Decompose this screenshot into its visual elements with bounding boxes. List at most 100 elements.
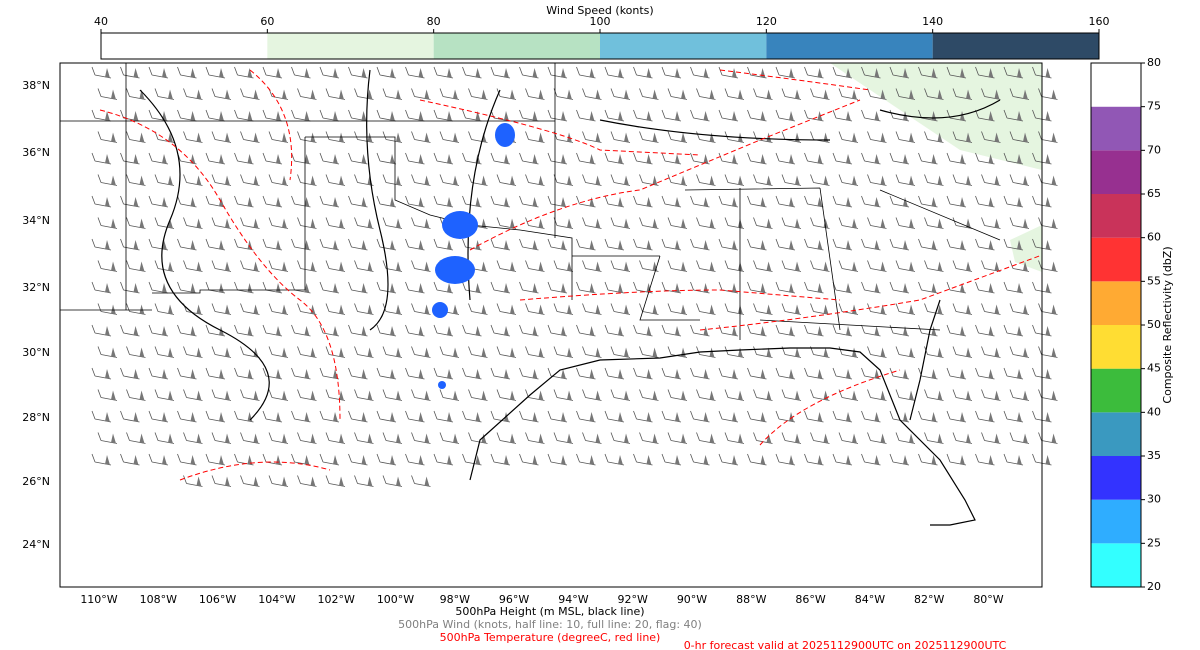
wind-flag	[475, 111, 481, 121]
lon-labels: 110°W 108°W 106°W 104°W 102°W 100°W 98°W 96°W 94…	[80, 593, 1003, 606]
wind-flag	[538, 89, 544, 100]
wind-flag	[909, 304, 914, 315]
wind-flag	[111, 261, 116, 272]
wind-flag	[133, 412, 139, 422]
wind-flag	[567, 304, 572, 315]
wind-flag	[1023, 261, 1028, 272]
wind-flag	[766, 175, 772, 186]
wind-flag	[510, 433, 515, 444]
wind-flag	[880, 347, 886, 358]
wind-flag	[1023, 347, 1028, 358]
wind-flag	[561, 369, 566, 379]
wind-tick-label: 100	[590, 15, 611, 28]
wind-flag	[139, 132, 145, 143]
wind-flag	[390, 197, 395, 207]
wind-flag	[133, 240, 139, 250]
wind-bin	[101, 33, 268, 59]
wind-flag	[624, 390, 629, 401]
wind-flag	[960, 283, 965, 293]
wind-flag	[937, 261, 943, 272]
wind-flag	[219, 240, 224, 250]
wind-flag	[624, 175, 629, 186]
wind-flag	[367, 89, 373, 100]
height-caption: 500hPa Height (m MSL, black line)	[455, 605, 644, 618]
wind-flag	[703, 197, 709, 207]
wind-flag	[760, 240, 766, 250]
wind-flag	[909, 175, 914, 186]
wind-flag	[988, 369, 994, 379]
wind-flag	[139, 218, 145, 229]
wind-flag	[561, 326, 566, 336]
wind-flag	[988, 68, 994, 78]
wind-flag	[276, 283, 281, 293]
wind-flag	[624, 132, 629, 143]
state-borders	[60, 63, 1001, 340]
wind-flag	[1017, 412, 1022, 422]
wind-flag	[532, 197, 538, 207]
wind-flag	[1045, 283, 1051, 293]
wind-flag	[247, 369, 253, 379]
wind-flag	[738, 347, 743, 358]
wind-flag	[595, 261, 601, 272]
wind-flag	[367, 132, 373, 143]
wind-flag	[253, 218, 259, 229]
wind-tick-label: 80	[427, 15, 441, 28]
wind-flag	[988, 326, 994, 336]
wind-flag	[538, 433, 544, 444]
lat-label: 28°N	[22, 411, 50, 424]
wind-flag	[276, 412, 281, 422]
wind-bin	[433, 33, 600, 59]
lon-label: 106°W	[199, 593, 236, 606]
wind-flag	[766, 89, 772, 100]
wind-flag	[931, 369, 937, 379]
wind-flag	[424, 347, 430, 358]
wind-flag	[367, 347, 373, 358]
wind-flag	[874, 455, 880, 465]
wind-flag	[966, 433, 971, 444]
wind-flag	[795, 433, 800, 444]
wind-flag	[361, 154, 367, 164]
lat-label: 26°N	[22, 475, 50, 488]
wind-flag	[1051, 304, 1057, 315]
wind-flag	[589, 283, 595, 293]
wind-flag	[789, 68, 794, 78]
wind-flag	[139, 390, 145, 401]
wind-flag	[333, 412, 338, 422]
wind-flag	[652, 433, 658, 444]
wind-flag	[675, 68, 680, 78]
wind-flag	[675, 369, 680, 379]
wind-flag	[361, 283, 367, 293]
wind-flag	[703, 154, 709, 164]
wind-flag	[196, 218, 202, 229]
lon-label: 108°W	[140, 593, 177, 606]
wind-flag	[253, 304, 259, 315]
wind-flag	[105, 326, 110, 336]
wind-flag	[852, 433, 857, 444]
wind-flag	[162, 283, 167, 293]
reflectivity-tick-label: 75	[1147, 100, 1161, 113]
wind-flag	[732, 111, 737, 121]
wind-flag	[903, 455, 908, 465]
wind-flag	[133, 283, 139, 293]
wind-flag	[276, 111, 281, 121]
wind-barbs	[91, 66, 1058, 487]
reflectivity-bin	[1091, 63, 1141, 107]
wind-colorbar: 40 60 80 100 120 140 160	[94, 15, 1110, 60]
wind-flag	[310, 433, 316, 444]
wind-flag	[453, 89, 458, 100]
wind-flag	[994, 304, 1000, 315]
wind-flag	[1051, 433, 1057, 444]
wind-flag	[760, 111, 766, 121]
wind-flag	[846, 369, 851, 379]
wind-flag	[561, 197, 566, 207]
wind-flag	[162, 197, 167, 207]
wind-flag	[966, 347, 971, 358]
wind-flag	[111, 390, 116, 401]
wind-flag	[532, 240, 538, 250]
wind-flag	[162, 326, 167, 336]
wind-flag	[618, 240, 623, 250]
wind-flag	[475, 326, 481, 336]
wind-flag	[937, 175, 943, 186]
wind-flag	[282, 218, 287, 229]
